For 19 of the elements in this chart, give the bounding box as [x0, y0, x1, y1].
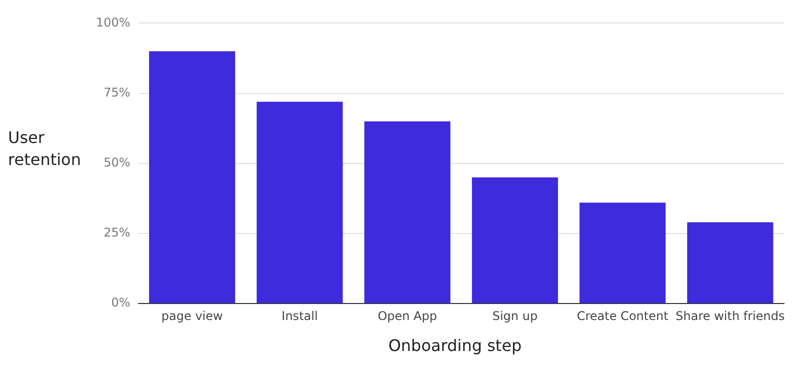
bar: [256, 102, 343, 304]
x-tick-label: Install: [282, 308, 318, 323]
bar: [580, 202, 666, 304]
bar: [364, 121, 450, 304]
x-tick-label: Share with friends: [676, 308, 785, 323]
y-tick-label: 50%: [104, 156, 130, 170]
x-tick-label: Sign up: [492, 308, 538, 323]
x-tick-label: Create Content: [576, 308, 669, 323]
bar: [472, 177, 558, 304]
bar: [149, 51, 236, 304]
y-tick-label: 25%: [104, 226, 130, 240]
y-axis-title: User retention: [8, 127, 82, 171]
y-tick-label: 75%: [104, 85, 130, 100]
bar: [687, 222, 774, 304]
x-axis-title: Onboarding step: [387, 336, 523, 355]
x-tick-label: Open App: [378, 308, 437, 323]
y-tick-label: 100%: [96, 15, 130, 30]
x-tick-label: page view: [161, 308, 224, 323]
y-tick-label: 0%: [111, 296, 130, 310]
